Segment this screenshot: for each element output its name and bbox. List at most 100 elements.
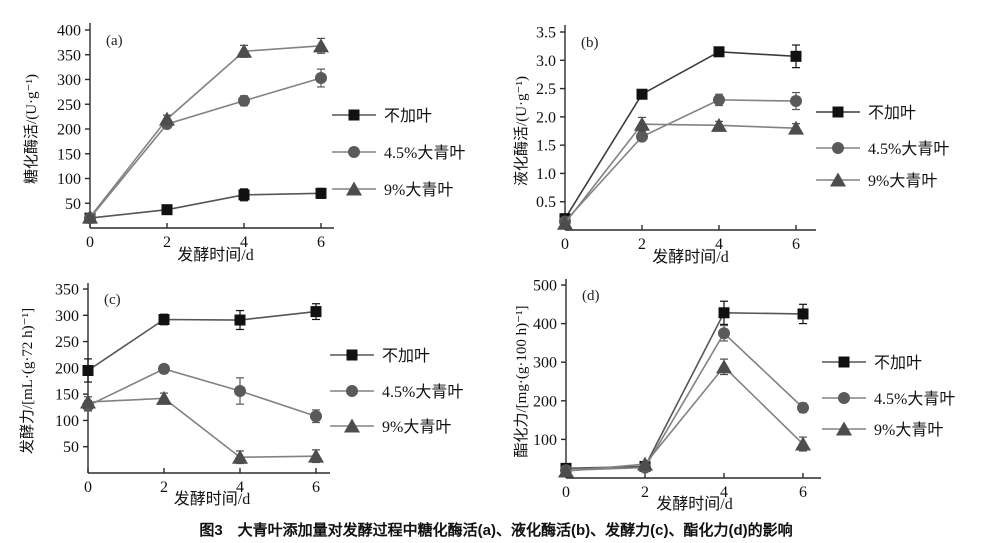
legend-triangle-marker bbox=[830, 172, 846, 187]
y-tick-label: 300 bbox=[55, 308, 79, 325]
y-tick-label: 250 bbox=[55, 334, 79, 351]
square-marker bbox=[790, 50, 802, 62]
legend-item-1: 4.5%大青叶 bbox=[332, 144, 465, 162]
triangle-marker bbox=[82, 209, 98, 224]
legend-circle-marker bbox=[346, 385, 358, 397]
chart-panel-d: 100 200 300 400 500 0 2 4 6 酯化力/[mg·(g·100 h)⁻¹] 发… bbox=[513, 278, 955, 514]
square-marker bbox=[315, 187, 327, 199]
circle-marker bbox=[234, 384, 246, 397]
x-axis-label: 发酵时间/d bbox=[174, 490, 250, 508]
legend-label: 9%大青叶 bbox=[868, 172, 937, 190]
legend-label: 不加叶 bbox=[874, 354, 922, 372]
y-tick-label: 350 bbox=[57, 47, 81, 64]
square-marker bbox=[310, 306, 322, 318]
chart-panel-b: 0.5 1.0 1.5 2.0 2.5 3.0 3.5 0 2 4 6 液化酶活/(U·g⁻¹) 发酵时… bbox=[513, 25, 949, 267]
y-tick-label: 500 bbox=[533, 278, 557, 295]
y-tick-label: 1.0 bbox=[536, 166, 556, 183]
y-tick-label: 100 bbox=[55, 413, 79, 430]
series-0 bbox=[559, 44, 802, 225]
y-axis-label: 液化酶活/(U·g⁻¹) bbox=[513, 76, 530, 186]
triangle-marker bbox=[156, 390, 172, 405]
x-tick-label: 4 bbox=[240, 234, 248, 251]
triangle-marker bbox=[788, 120, 804, 135]
triangle-marker bbox=[313, 38, 329, 53]
panel-label: (c) bbox=[104, 292, 121, 308]
triangle-marker bbox=[634, 116, 650, 131]
x-tick-label: 4 bbox=[236, 479, 244, 496]
legend-item-2: 9%大青叶 bbox=[330, 418, 451, 436]
series-0 bbox=[82, 303, 322, 383]
x-tick-label: 2 bbox=[641, 484, 649, 501]
triangle-marker bbox=[308, 448, 324, 463]
legend-square-marker bbox=[346, 349, 358, 361]
legend-label: 不加叶 bbox=[868, 104, 916, 122]
axes bbox=[83, 283, 330, 474]
legend-item-1: 4.5%大青叶 bbox=[330, 383, 463, 401]
charts-grid: 50 100 150 200 250 300 350 400 0 2 4 6 糖化酶活/(U·g⁻¹) 发… bbox=[19, 23, 955, 514]
series-line bbox=[564, 50, 797, 220]
legend-label: 9%大青叶 bbox=[874, 421, 943, 439]
square-marker bbox=[82, 364, 94, 376]
panel-label: (b) bbox=[581, 35, 599, 51]
legend-item-1: 4.5%大青叶 bbox=[816, 140, 949, 158]
series-line bbox=[565, 311, 804, 470]
x-tick-label: 6 bbox=[799, 484, 807, 501]
series-1 bbox=[559, 91, 802, 228]
legend-item-0: 不加叶 bbox=[332, 107, 432, 125]
legend-circle-marker bbox=[838, 392, 850, 404]
x-tick-label: 0 bbox=[86, 234, 94, 251]
triangle-marker bbox=[236, 43, 252, 58]
panel-label: (a) bbox=[106, 33, 123, 49]
legend-triangle-marker bbox=[346, 181, 362, 196]
circle-marker bbox=[238, 94, 250, 107]
y-tick-label: 2.0 bbox=[536, 109, 556, 126]
triangle-marker bbox=[558, 463, 574, 478]
chart-panel-a: 50 100 150 200 250 300 350 400 0 2 4 6 糖化酶活/(U·g⁻¹) 发… bbox=[23, 23, 465, 265]
series-0 bbox=[84, 187, 327, 224]
triangle-marker bbox=[637, 456, 653, 471]
series-line bbox=[565, 365, 804, 472]
series-line bbox=[87, 368, 317, 417]
y-tick-label: 200 bbox=[533, 393, 557, 410]
legend-item-2: 9%大青叶 bbox=[816, 172, 937, 190]
series-line bbox=[564, 99, 797, 223]
legend-item-0: 不加叶 bbox=[330, 347, 430, 365]
y-tick-label: 0.5 bbox=[536, 194, 556, 211]
y-tick-label: 50 bbox=[65, 196, 81, 213]
square-marker bbox=[161, 204, 173, 216]
series-line bbox=[89, 45, 322, 218]
legend-square-marker bbox=[348, 109, 360, 121]
y-axis-label: 酯化力/[mg·(g·100 h)⁻¹] bbox=[513, 306, 530, 458]
triangle-marker bbox=[795, 436, 811, 451]
series-line bbox=[89, 77, 322, 219]
figure-caption: 图3 大青叶添加量对发酵过程中糖化酶活(a)、液化酶活(b)、发酵力(c)、酯化… bbox=[199, 522, 793, 539]
square-marker bbox=[713, 46, 725, 58]
legend-item-0: 不加叶 bbox=[822, 354, 922, 372]
y-tick-label: 150 bbox=[55, 387, 79, 404]
circle-marker bbox=[315, 72, 327, 85]
series-2 bbox=[82, 37, 329, 224]
legend-label: 4.5%大青叶 bbox=[874, 390, 955, 408]
series-line bbox=[89, 192, 322, 219]
legend-triangle-marker bbox=[344, 418, 360, 433]
y-tick-label: 50 bbox=[63, 439, 79, 456]
series-line bbox=[87, 397, 317, 459]
y-tick-label: 400 bbox=[57, 23, 81, 40]
legend-item-0: 不加叶 bbox=[816, 104, 916, 122]
x-tick-label: 0 bbox=[84, 479, 92, 496]
series-line bbox=[565, 331, 804, 472]
square-marker bbox=[234, 314, 246, 326]
circle-marker bbox=[636, 130, 648, 143]
x-tick-label: 2 bbox=[163, 234, 171, 251]
x-tick-label: 2 bbox=[638, 236, 646, 253]
legend-label: 4.5%大青叶 bbox=[382, 383, 463, 401]
series-1 bbox=[84, 68, 327, 225]
x-tick-label: 2 bbox=[160, 479, 168, 496]
y-tick-label: 250 bbox=[57, 97, 81, 114]
series-1 bbox=[560, 324, 809, 477]
x-tick-label: 0 bbox=[561, 236, 569, 253]
square-marker bbox=[238, 189, 250, 201]
circle-marker bbox=[790, 95, 802, 108]
y-axis-label: 发酵力/[mL·(g·72 h)⁻¹] bbox=[19, 308, 36, 454]
x-axis-label: 发酵时间/d bbox=[652, 248, 728, 266]
